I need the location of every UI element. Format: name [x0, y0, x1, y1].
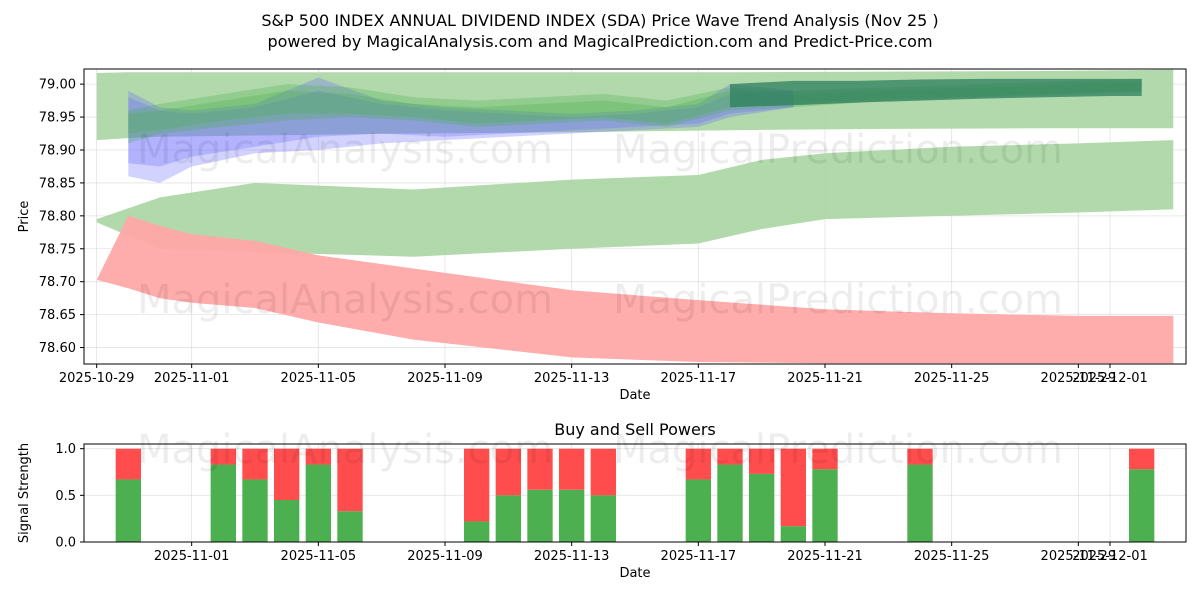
x-tick-label: 2025-11-21: [787, 371, 863, 386]
buy-bar: [780, 526, 806, 542]
y-tick-label: 1.0: [55, 442, 76, 457]
x-tick-label: 2025-11-29: [1041, 549, 1117, 564]
buy-bar: [210, 464, 236, 542]
sell-bar: [464, 448, 490, 522]
x-tick-label: 2025-11-05: [281, 549, 357, 564]
x-tick-label: 2025-11-13: [534, 371, 610, 386]
sell-bar: [115, 448, 141, 480]
buy-bar: [305, 464, 331, 542]
y-tick-label: 79.00: [39, 78, 76, 93]
x-axis-label: Date: [619, 566, 650, 581]
buy-bar: [527, 489, 553, 542]
sell-bar: [559, 448, 585, 490]
y-axis-label: Price: [17, 201, 32, 233]
y-tick-label: 78.85: [39, 176, 76, 191]
x-tick-label: 2025-11-09: [407, 549, 483, 564]
x-tick-label: 2025-12-01: [1072, 549, 1148, 564]
sell-bar: [780, 448, 806, 527]
teal-wave-final: [730, 78, 1142, 108]
buy-bar: [242, 479, 268, 542]
x-tick-label: 2025-11-17: [661, 371, 737, 386]
red-band: [96, 215, 1174, 364]
watermark-prediction-bottom: MagicalPrediction.com: [613, 427, 1063, 473]
x-tick-label: 2025-11-29: [1041, 371, 1117, 386]
x-tick-label: 2025-11-17: [661, 549, 737, 564]
buy-bar: [749, 473, 775, 542]
y-tick-label: 0.0: [55, 536, 76, 551]
sell-bar: [305, 448, 331, 465]
plot-layer: [96, 69, 1174, 364]
bottom-chart-title: Buy and Sell Powers: [554, 420, 716, 439]
x-tick-label: 2025-11-01: [154, 371, 230, 386]
x-tick-label: 2025-12-01: [1072, 371, 1148, 386]
y-tick-label: 78.70: [39, 275, 76, 290]
y-tick-label: 78.90: [39, 143, 76, 158]
sell-bar: [495, 448, 521, 496]
sell-bar: [907, 448, 933, 465]
sell-bar: [1129, 448, 1155, 470]
buy-bar: [812, 469, 838, 542]
buy-bar: [115, 479, 141, 542]
buy-bar: [559, 489, 585, 542]
sell-bar: [685, 448, 711, 480]
x-tick-label: 2025-11-01: [154, 549, 230, 564]
sell-bar: [527, 448, 553, 490]
y-tick-label: 78.80: [39, 209, 76, 224]
y-tick-label: 78.60: [39, 341, 76, 356]
x-tick-label: 2025-11-09: [407, 371, 483, 386]
watermark-analysis-top: MagicalAnalysis.com: [137, 127, 553, 173]
x-tick-label: 2025-11-21: [787, 549, 863, 564]
sell-bar: [717, 448, 743, 465]
chart-title: S&P 500 INDEX ANNUAL DIVIDEND INDEX (SDA…: [261, 11, 938, 30]
plot-frame: [83, 443, 1187, 543]
buy-bar: [590, 495, 616, 542]
buy-bar: [274, 500, 300, 542]
price-wave-chart: 2025-10-29 2025-11-01 2025-11-05 2025-11-09…: [17, 68, 1187, 403]
buy-bar: [1129, 469, 1155, 542]
y-tick-label: 78.65: [39, 308, 76, 323]
watermark-prediction-top: MagicalPrediction.com: [613, 127, 1063, 173]
sell-bar: [337, 448, 363, 512]
buy-bar: [337, 511, 363, 542]
buy-bar: [685, 479, 711, 542]
y-tick-label: 0.5: [55, 489, 76, 504]
watermark-prediction-mid: MagicalPrediction.com: [613, 277, 1063, 323]
x-tick-label: 2025-11-05: [281, 371, 357, 386]
x-tick-label: 2025-11-25: [914, 549, 990, 564]
buy-bar: [464, 521, 490, 542]
watermark-analysis-bottom: MagicalAnalysis.com: [137, 427, 553, 473]
x-tick-label: 2025-11-13: [534, 549, 610, 564]
x-tick-label: 2025-11-25: [914, 371, 990, 386]
buy-bar: [717, 464, 743, 542]
plot-frame: [83, 68, 1187, 365]
sell-bar: [749, 448, 775, 474]
y-tick-label: 78.75: [39, 242, 76, 257]
sell-bar: [274, 448, 300, 500]
buy-bar: [495, 495, 521, 542]
sell-bar: [812, 448, 838, 470]
y-tick-label: 78.95: [39, 111, 76, 126]
sell-bar: [242, 448, 268, 480]
middle-green-band: [96, 140, 1174, 257]
buy-bar: [907, 464, 933, 542]
buy-sell-powers-chart: 2025-11-01 2025-11-05 2025-11-09 2025-11-13…: [17, 420, 1187, 581]
x-tick-label: 2025-10-29: [59, 371, 135, 386]
blue-wave-1: [128, 90, 794, 183]
sell-bar: [590, 448, 616, 496]
chart-subtitle: powered by MagicalAnalysis.com and Magic…: [267, 32, 932, 51]
y-axis-label: Signal Strength: [17, 443, 32, 543]
sell-bar: [210, 448, 236, 465]
x-axis-label: Date: [619, 388, 650, 403]
watermark-analysis-mid: MagicalAnalysis.com: [137, 277, 553, 323]
blue-wave-2: [128, 77, 794, 167]
